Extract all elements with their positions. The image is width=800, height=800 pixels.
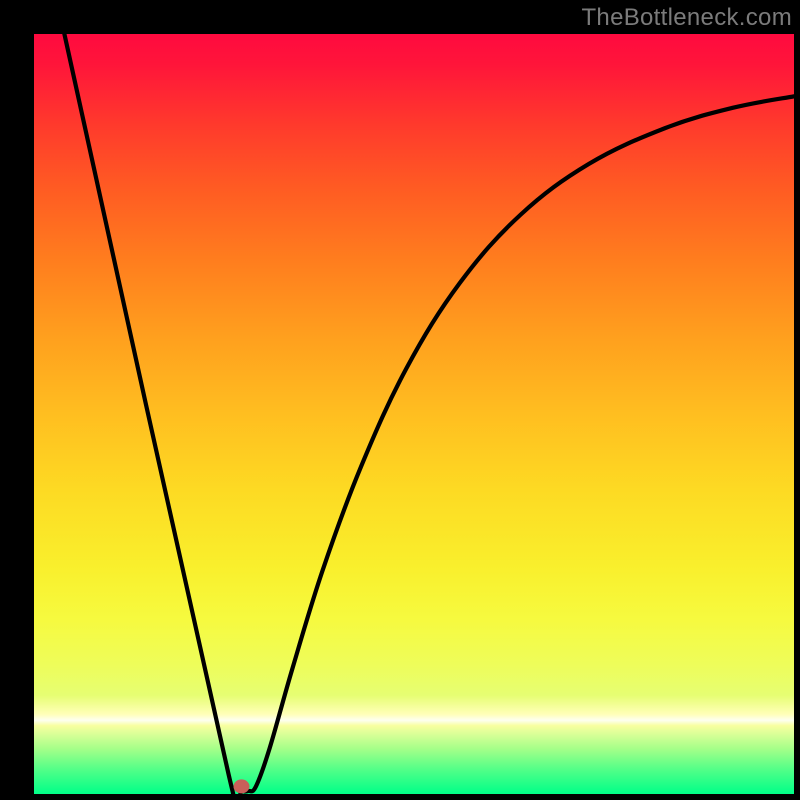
chart-plot <box>34 34 794 794</box>
chart-stage: TheBottleneck.com <box>0 0 800 800</box>
min-marker <box>233 779 249 793</box>
watermark-text: TheBottleneck.com <box>581 4 792 32</box>
